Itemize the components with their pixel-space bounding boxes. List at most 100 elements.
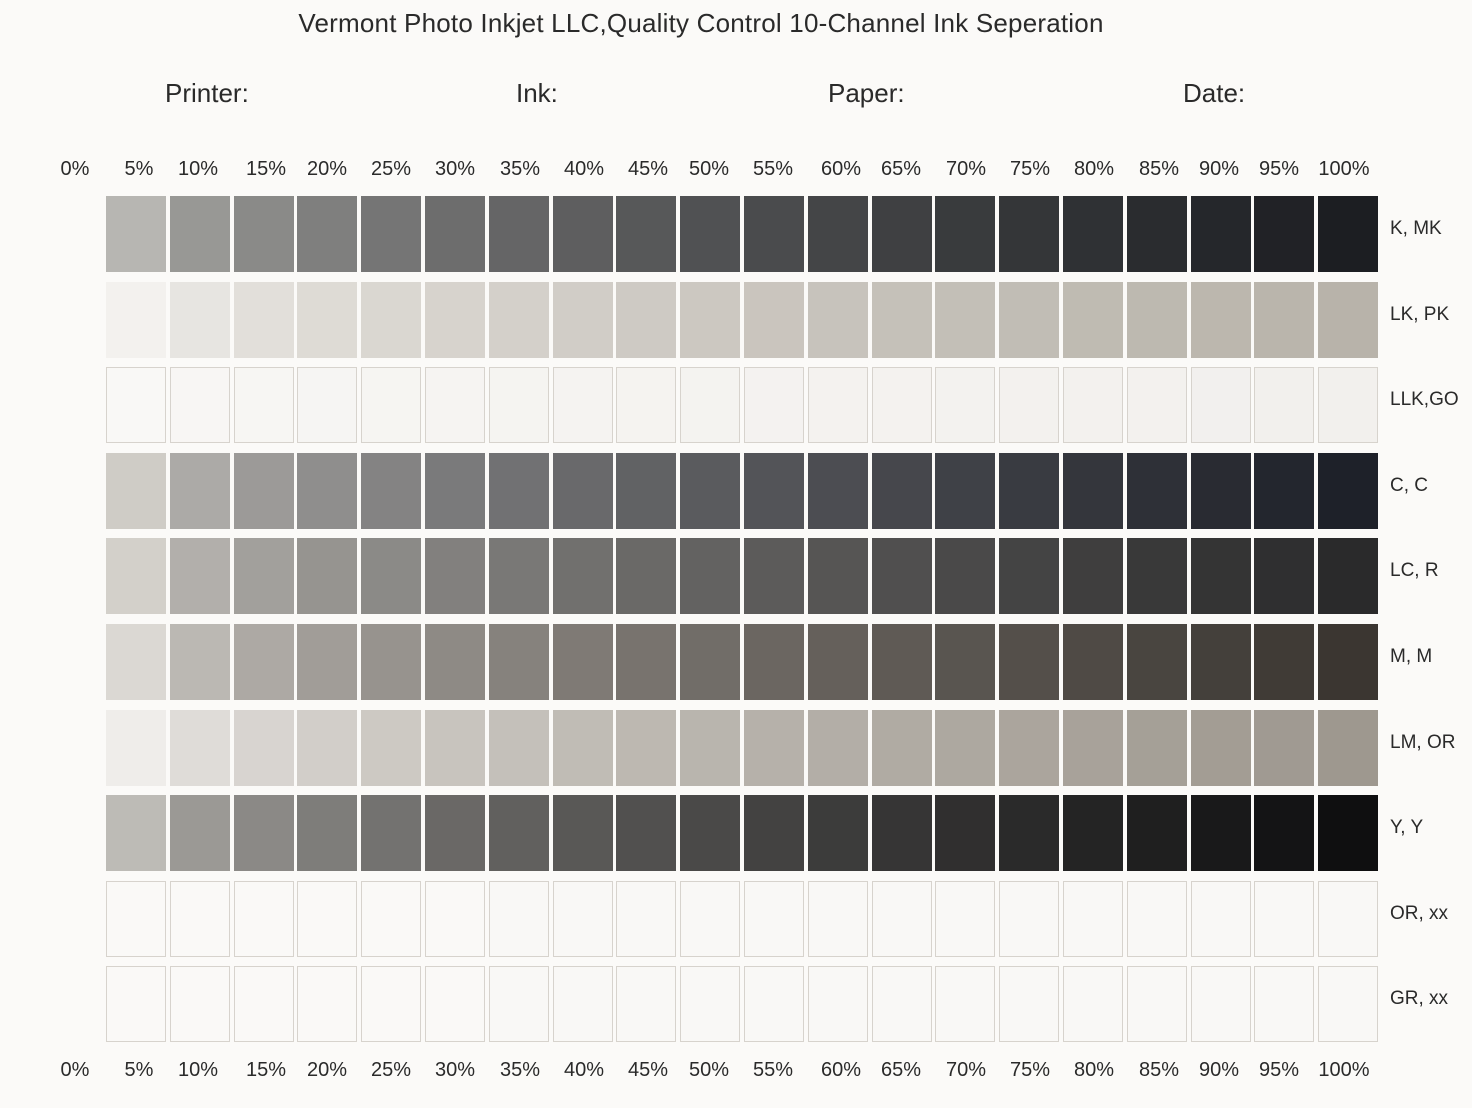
ink-patch [871,452,932,529]
top-percent-label: 95% [1258,158,1300,180]
ink-patch [552,452,613,529]
ink-patch [297,538,358,615]
ink-patch [361,452,422,529]
ink-patch [488,624,549,700]
ink-patch [361,367,422,444]
ink-patch [169,709,230,786]
ink-patch [871,624,932,700]
ink-patch [297,624,358,700]
ink-patch [297,281,358,358]
ink-patch [616,196,677,272]
ink-patch [1190,196,1251,272]
ink-patch [1063,281,1123,358]
bottom-percent-label: 0% [60,1059,90,1081]
bottom-percent-label: 35% [499,1059,541,1081]
ink-patch [871,795,932,872]
ink-patch [169,795,230,872]
ink-patch [807,709,868,786]
ink-patch [1190,624,1251,700]
ink-patch [425,624,485,700]
ink-patch [297,880,358,957]
ink-patch [1254,709,1315,786]
ink-patch [552,367,613,444]
ink-patch [361,709,422,786]
ink-patch [233,367,294,444]
ink-patch [1254,452,1315,529]
ink-patch [106,795,166,872]
channel-label: GR, xx [1390,988,1449,1010]
page-title: Vermont Photo Inkjet LLC,Quality Control… [298,8,1104,38]
ink-patch [871,281,932,358]
ink-patch [488,452,549,529]
ink-patch [680,709,741,786]
ink-patch [1318,538,1379,615]
ink-patch [106,624,166,700]
ink-patch [1318,709,1379,786]
ink-patch [1126,795,1187,872]
ink-patch [1063,538,1123,615]
ink-patch [488,538,549,615]
ink-patch [935,367,996,444]
ink-patch [488,966,549,1043]
ink-patch [552,709,613,786]
ink-patch [680,795,741,872]
ink-patch [106,966,166,1043]
bottom-percent-label: 95% [1258,1059,1300,1081]
ink-patch [1190,452,1251,529]
ink-patch [233,966,294,1043]
ink-patch [106,880,166,957]
ink-patch [871,709,932,786]
ink-patch [871,367,932,444]
ink-patch [616,795,677,872]
ink-patch [552,880,613,957]
ink-patch [935,966,996,1043]
ink-patch [425,538,485,615]
ink-patch [552,795,613,872]
ink-patch [807,880,868,957]
top-percent-label: 75% [1009,158,1051,180]
ink-patch [999,966,1060,1043]
ink-patch [616,281,677,358]
ink-patch [1254,880,1315,957]
ink-patch [361,966,422,1043]
channel-label: C, C [1390,474,1428,496]
bottom-percent-label: 10% [177,1059,219,1081]
ink-patch [233,709,294,786]
ink-patch [744,367,804,444]
ink-patch [935,709,996,786]
ink-patch [297,367,358,444]
ink-patch [1126,880,1187,957]
ink-patch [1126,966,1187,1043]
ink-patch [744,966,804,1043]
bottom-percent-label: 5% [124,1059,154,1081]
ink-patch [488,196,549,272]
ink-patch [871,880,932,957]
ink-patch [552,196,613,272]
ink-patch [680,624,741,700]
ink-patch [1318,624,1379,700]
channel-label: OR, xx [1390,902,1449,924]
ink-patch [1063,709,1123,786]
ink-patch [1190,538,1251,615]
ink-patch [425,367,485,444]
ink-patch [425,709,485,786]
ink-patch [361,624,422,700]
ink-patch [616,709,677,786]
bottom-percent-label: 50% [688,1059,730,1081]
ink-patch [1254,795,1315,872]
ink-patch [1063,880,1123,957]
ink-patch [361,880,422,957]
bottom-percent-label: 80% [1073,1059,1115,1081]
ink-patch [361,795,422,872]
ink-patch [1126,367,1187,444]
ink-patch [106,452,166,529]
ink-patch [999,795,1060,872]
ink-patch [1190,880,1251,957]
ink-patch [807,538,868,615]
ink-patch [999,709,1060,786]
ink-patch [1063,452,1123,529]
bottom-percent-label: 65% [880,1059,922,1081]
ink-patch [871,966,932,1043]
ink-patch [425,281,485,358]
ink-patch [1318,196,1379,272]
